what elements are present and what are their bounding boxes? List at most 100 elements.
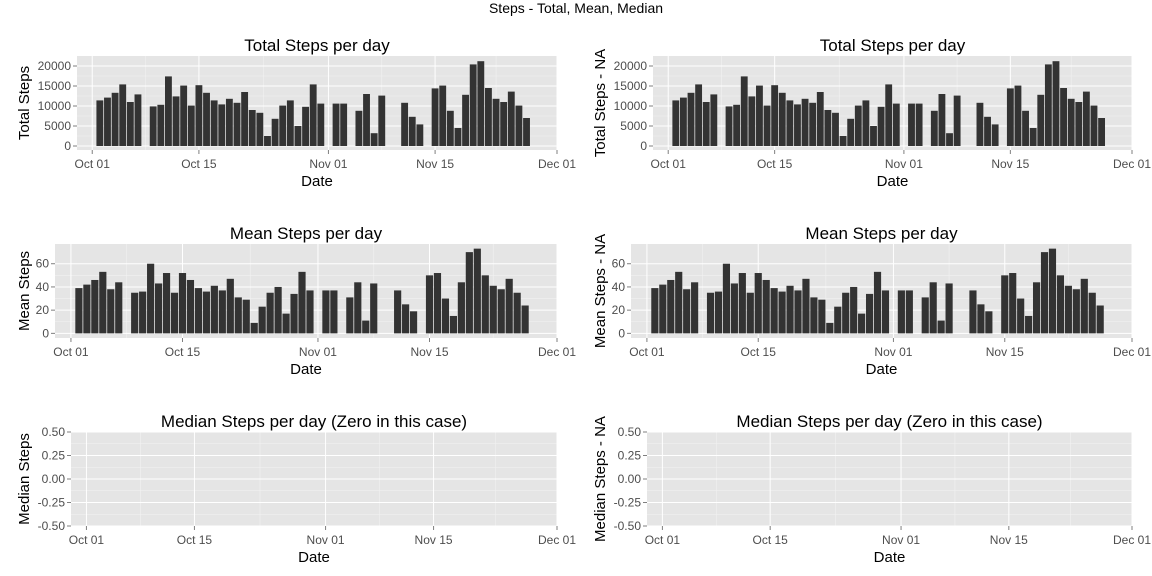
y-tick-label: 40 [36,280,50,294]
bar [409,311,418,334]
bar [810,297,818,334]
bar [1037,94,1045,146]
chart-panel-5: -0.50 -0.25 0.00 0.25 0.50 Oct 01 Oct 15 Nov 01… [16,412,576,566]
bar [431,88,439,146]
chart-title: Median Steps per day (Zero in this case) [736,412,1042,431]
x-tick-label: Oct 15 [165,345,201,359]
y-axis-label: Median Steps - NA [592,416,609,542]
x-tick-label: Dec 01 [1113,157,1151,171]
bar [282,313,290,334]
bar [332,103,340,146]
bar [157,104,165,146]
x-tick-label: Nov 15 [416,157,454,171]
x-tick-label: Dec 01 [538,345,576,359]
bar [832,112,839,146]
bar [104,97,111,146]
bar [115,282,123,334]
bar [139,291,147,334]
bar [202,291,210,334]
bar [523,118,530,146]
plot-background [55,244,557,338]
bar [256,112,264,146]
bar [839,136,847,146]
bar [99,271,107,334]
x-axis-label: Date [298,549,330,566]
bar [210,100,218,146]
bar [786,100,794,146]
bar [1080,278,1088,334]
figure-title: Steps - Total, Mean, Median [488,0,664,16]
bar [354,282,362,334]
y-tick-label: 60 [612,257,626,271]
bar [497,289,505,334]
bar [977,304,985,334]
bar [746,292,754,334]
chart-panel-6: -0.50 -0.25 0.00 0.25 0.50 Oct 01 Oct 15 Nov 01… [592,412,1151,566]
bar [402,304,410,334]
y-tick-label: 0.00 [42,472,66,486]
x-tick-label: Nov 01 [882,533,920,547]
bar [826,322,834,334]
bar [330,290,338,334]
y-tick-label: 10000 [38,99,72,113]
y-tick-label: 0.25 [42,449,66,463]
bar [953,95,961,146]
y-axis-label: Mean Steps - NA [592,234,609,348]
bar [976,102,984,146]
y-tick-label: 0 [64,139,71,153]
bar [809,102,817,146]
y-tick-label: 0 [42,326,49,340]
bar [1052,61,1060,147]
bar [317,103,325,146]
y-tick-label: 60 [36,257,50,271]
bar [1088,292,1096,334]
x-tick-label: Oct 01 [629,345,665,359]
x-axis-label: Date [290,361,322,378]
y-axis-label: Mean Steps [16,251,33,331]
bar [770,288,778,334]
x-axis-label: Date [877,173,909,190]
bar [370,283,378,334]
y-tick-label: 20000 [38,59,72,73]
bar [203,92,210,146]
bar [921,297,929,334]
bar [271,118,279,146]
bar [892,103,900,146]
bar [457,282,465,334]
bar [1056,275,1065,334]
bar [762,279,770,334]
bar [725,106,733,146]
bar [469,64,477,146]
y-tick-label: 0 [640,139,647,153]
x-tick-label: Dec 01 [1113,533,1151,547]
bar [485,88,492,146]
bar [172,96,180,146]
bar [870,126,877,146]
bar [195,85,203,146]
bar [1032,282,1041,334]
bar [126,102,134,146]
bar [1017,298,1025,334]
bar [294,126,302,146]
y-tick-label: -0.25 [614,496,642,510]
bar [500,102,508,146]
x-tick-label: Dec 01 [538,157,576,171]
bar [131,292,139,334]
bar [908,103,915,146]
bar [1075,102,1083,146]
y-tick-label: 0.50 [42,425,66,439]
bar [672,100,680,146]
bar [842,292,850,334]
bar [801,98,809,146]
bar [862,100,870,146]
bar [675,271,683,334]
bar [225,98,233,146]
bar [1025,315,1033,334]
bar [507,91,515,146]
bar [865,293,874,334]
x-tick-label: Nov 01 [299,345,337,359]
y-tick-label: 0.50 [618,425,642,439]
bar [119,84,127,146]
bar [96,100,104,146]
plot-background [631,244,1132,338]
